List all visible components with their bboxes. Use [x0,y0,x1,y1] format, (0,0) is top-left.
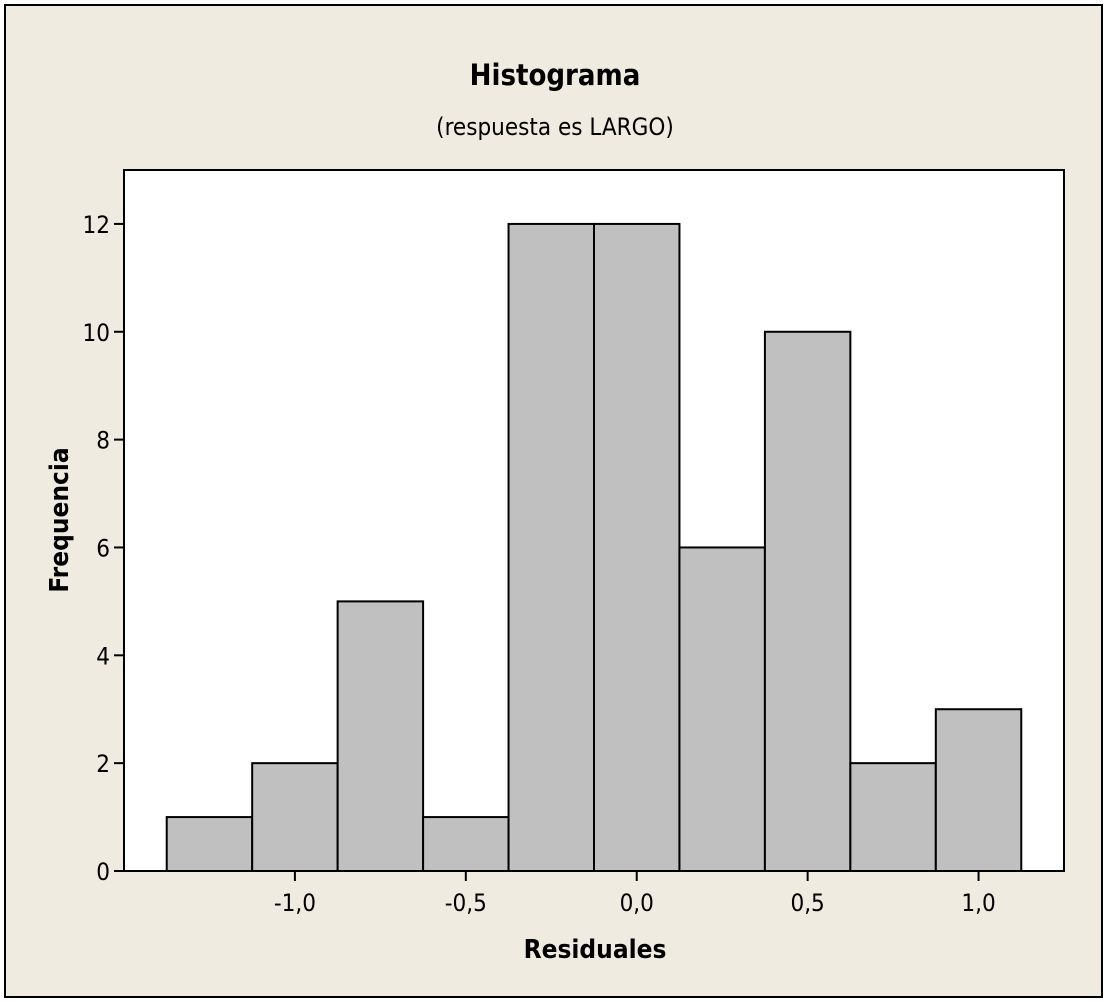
y-tick-label-1: 2 [96,750,110,778]
x-tick-label-1: -0,5 [445,889,487,917]
histogram-bar-1 [251,762,339,873]
y-tick-label-6: 12 [83,211,110,239]
histogram-bar-2 [336,600,425,873]
x-tick-label-0: -1,0 [274,889,316,917]
bars-group [165,222,1023,873]
y-tick-label-4: 8 [96,427,110,455]
histogram-bar-5 [593,222,681,872]
y-tick-label-5: 10 [83,319,110,347]
histogram-bar-7 [763,330,852,872]
histogram-bar-6 [678,546,766,872]
axes-group: 0 2 4 6 8 10 12 -1,0 -0,5 0,0 0,5 1,0 [83,211,996,917]
x-tick-label-4: 1,0 [961,889,995,917]
histogram-bar-9 [934,708,1023,872]
x-tick-label-3: 0,5 [790,889,824,917]
x-tick-label-2: 0,0 [620,889,654,917]
chart-title: Histograma [470,58,641,92]
x-axis-label: Residuales [524,935,667,965]
histogram-bar-3 [422,816,510,872]
histogram-bar-8 [849,762,937,873]
y-tick-label-0: 0 [96,858,110,886]
y-tick-label-2: 4 [96,642,110,670]
histogram-bar-0 [165,816,254,872]
chart-subtitle: (respuesta es LARGO) [436,113,674,141]
histogram-bar-4 [507,222,595,872]
y-axis-label: Frequencia [45,447,75,592]
y-tick-label-3: 6 [96,534,110,562]
